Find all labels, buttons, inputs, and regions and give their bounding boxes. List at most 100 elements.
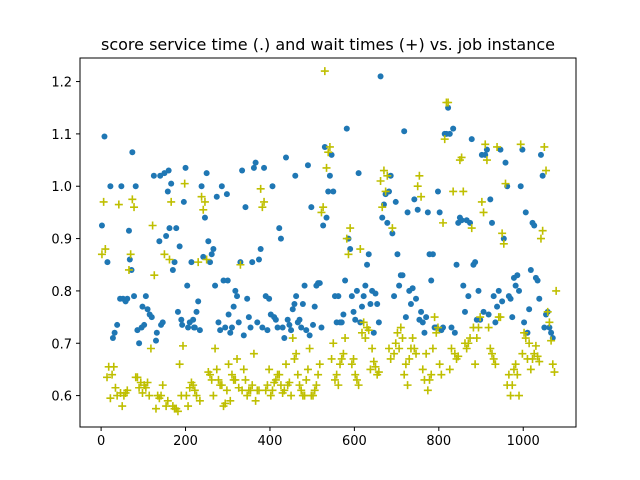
data-point-plus — [314, 370, 323, 379]
data-point-dot — [468, 136, 475, 143]
data-point-dot — [402, 314, 409, 321]
data-point-plus — [550, 368, 559, 377]
data-point-plus — [462, 344, 471, 353]
data-point-dot — [198, 183, 205, 190]
data-point-dot — [362, 282, 369, 289]
data-point-plus — [194, 258, 203, 267]
data-point-dot — [98, 222, 105, 229]
data-point-dot — [259, 324, 266, 331]
data-point-plus — [342, 234, 351, 243]
data-point-dot — [284, 316, 291, 323]
data-point-dot — [288, 327, 295, 334]
data-point-plus — [531, 341, 540, 350]
data-point-plus — [303, 365, 312, 374]
data-point-dot — [252, 159, 259, 166]
data-point-plus — [97, 250, 106, 259]
data-point-dot — [541, 324, 548, 331]
data-point-dot — [196, 327, 203, 334]
data-point-dot — [289, 306, 296, 313]
data-point-dot — [254, 319, 261, 326]
data-point-dot — [144, 306, 151, 313]
data-point-dot — [480, 308, 487, 315]
data-point-plus — [157, 391, 166, 400]
data-point-dot — [178, 316, 185, 323]
data-point-plus — [548, 360, 557, 369]
data-point-dot — [325, 188, 332, 195]
data-point-dot — [185, 324, 192, 331]
data-point-dot — [201, 214, 208, 221]
data-point-dot — [413, 295, 420, 302]
data-point-plus — [249, 349, 258, 358]
data-point-dot — [182, 164, 189, 171]
data-point-plus — [206, 370, 215, 379]
data-point-plus — [418, 365, 427, 374]
data-point-dot — [213, 193, 220, 200]
data-point-dot — [104, 259, 111, 266]
data-point-plus — [425, 375, 434, 384]
data-point-plus — [160, 250, 169, 259]
data-point-plus — [330, 375, 339, 384]
data-point-dot — [239, 167, 246, 174]
data-point-dot — [301, 282, 308, 289]
data-point-dot — [546, 324, 553, 331]
data-point-dot — [111, 329, 118, 336]
x-tick-label: 800 — [426, 434, 451, 449]
data-point-dot — [490, 293, 497, 300]
data-point-dot — [212, 282, 219, 289]
data-point-dot — [153, 329, 160, 336]
data-point-dot — [274, 324, 281, 331]
data-point-plus — [211, 344, 220, 353]
data-point-dot — [132, 183, 139, 190]
data-point-dot — [193, 308, 200, 315]
data-point-plus — [412, 349, 421, 358]
data-point-dot — [266, 295, 273, 302]
data-point-dot — [225, 311, 232, 318]
data-point-plus — [371, 362, 380, 371]
data-point-plus — [493, 142, 502, 151]
data-point-dot — [335, 293, 342, 300]
data-point-plus — [182, 391, 191, 400]
chart-title: score service time (.) and wait times (+… — [101, 35, 555, 54]
data-point-plus — [538, 226, 547, 235]
data-point-plus — [391, 339, 400, 348]
data-point-plus — [401, 360, 410, 369]
data-point-plus — [133, 373, 142, 382]
data-point-plus — [325, 142, 334, 151]
data-point-dot — [220, 277, 227, 284]
data-point-plus — [346, 224, 355, 233]
data-point-plus — [109, 362, 118, 371]
data-point-dot — [279, 324, 286, 331]
data-point-dot — [340, 311, 347, 318]
data-point-dot — [200, 253, 207, 260]
data-point-dot — [488, 219, 495, 226]
x-tick-label: 1000 — [507, 434, 540, 449]
data-point-plus — [378, 203, 387, 212]
y-axis: 0.6 0.7 0.8 0.9 1.0 1.1 1.2 — [51, 76, 80, 405]
data-point-dot — [326, 172, 333, 179]
data-point-plus — [339, 349, 348, 358]
data-point-plus — [361, 334, 370, 343]
data-point-plus — [499, 239, 508, 248]
data-point-dot — [207, 259, 214, 266]
data-point-dot — [353, 287, 360, 294]
data-point-plus — [464, 339, 473, 348]
data-point-dot — [126, 256, 133, 263]
data-point-plus — [379, 166, 388, 175]
data-point-dot — [379, 214, 386, 221]
data-point-plus — [297, 386, 306, 395]
data-point-dot — [330, 188, 337, 195]
data-point-plus — [221, 399, 230, 408]
data-point-dot — [249, 259, 256, 266]
data-point-plus — [334, 381, 343, 390]
data-point-dot — [166, 225, 173, 232]
data-point-plus — [352, 375, 361, 384]
data-point-plus — [324, 148, 333, 157]
data-point-dot — [396, 282, 403, 289]
data-point-dot — [165, 167, 172, 174]
data-point-dot — [539, 172, 546, 179]
data-point-plus — [388, 224, 397, 233]
data-point-dot — [136, 340, 143, 347]
data-point-plus — [103, 373, 112, 382]
data-point-plus — [508, 381, 517, 390]
data-point-dot — [296, 316, 303, 323]
